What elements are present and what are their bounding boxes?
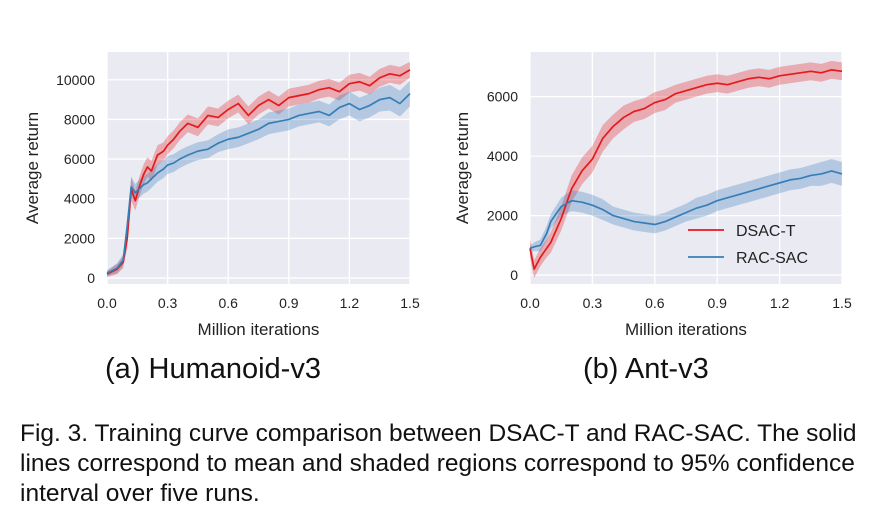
x-tick-label: 0.9 [707, 295, 727, 311]
confidence-band [530, 60, 842, 279]
y-tick-label: 0 [87, 270, 95, 286]
x-tick-label: 0.0 [97, 295, 117, 311]
x-tick-label: 0.3 [583, 295, 603, 311]
x-axis-label: Million iterations [625, 320, 747, 339]
x-tick-label: 1.2 [770, 295, 790, 311]
y-tick-label: 4000 [64, 191, 95, 207]
y-tick-label: 2000 [64, 230, 95, 246]
series-line [529, 68, 843, 270]
x-axis-label: Million iterations [198, 320, 320, 339]
y-tick-label: 6000 [487, 89, 518, 105]
y-tick-label: 10000 [56, 72, 95, 88]
y-axis-label: Average return [23, 112, 42, 224]
x-tick-label: 1.5 [400, 295, 420, 311]
y-tick-label: 8000 [64, 111, 95, 127]
figure-canvas: 0.0 0.3 0.6 0.9 1.2 1.5 0 2000 4000 6000 8000 10000… [23, 52, 852, 339]
plot-background [107, 52, 410, 284]
series-line [106, 69, 411, 275]
x-tick-label: 0.6 [645, 295, 665, 311]
series-line [106, 93, 411, 274]
y-tick-label: 0 [510, 267, 518, 283]
subcaption-humanoid: (a) Humanoid-v3 [105, 353, 321, 385]
x-tick-label: 0.6 [218, 295, 238, 311]
x-tick-label: 0.0 [520, 295, 540, 311]
x-tick-label: 0.9 [279, 295, 299, 311]
y-tick-label: 4000 [487, 148, 518, 164]
humanoid-chart: 0.0 0.3 0.6 0.9 1.2 1.5 0 2000 4000 6000 8000 10000… [23, 52, 420, 339]
ant-chart: 0.0 0.3 0.6 0.9 1.2 1.5 0 2000 4000 6000 Million i… [453, 52, 852, 339]
subcaption-ant: (b) Ant-v3 [583, 353, 709, 385]
figure-caption: Fig. 3. Training curve comparison betwee… [20, 420, 857, 507]
x-tick-label: 0.3 [158, 295, 178, 311]
series-line [529, 170, 843, 250]
x-tick-label: 1.2 [340, 295, 360, 311]
legend-entry: RAC-SAC [736, 250, 808, 267]
confidence-band [530, 159, 842, 252]
y-tick-label: 6000 [64, 151, 95, 167]
y-axis-label: Average return [453, 112, 472, 224]
x-tick-label: 1.5 [832, 295, 852, 311]
y-tick-label: 2000 [487, 208, 518, 224]
legend-entry: DSAC-T [736, 223, 796, 240]
